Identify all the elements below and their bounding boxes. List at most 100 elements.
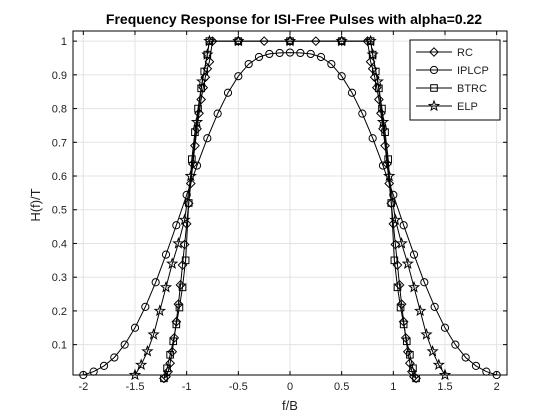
- data-point-btrc: [412, 374, 420, 383]
- data-point-elp: [141, 344, 154, 357]
- data-point-iplcp: [399, 221, 408, 230]
- legend-item-btrc: BTRC: [416, 83, 487, 95]
- legend-marker-elp: [427, 99, 441, 112]
- data-point-iplcp: [99, 361, 109, 370]
- x-tick-label: -1.5: [126, 381, 145, 393]
- y-tick-label: 0.5: [52, 205, 67, 217]
- data-point-rc: [407, 366, 417, 377]
- data-point-elp: [420, 328, 433, 340]
- data-point-btrc: [399, 320, 408, 329]
- data-point-elp: [426, 344, 439, 357]
- data-point-rc: [185, 178, 196, 189]
- data-point-elp: [172, 237, 185, 249]
- data-point-iplcp: [120, 340, 129, 349]
- data-point-iplcp: [141, 302, 150, 311]
- x-tick-label: 0: [287, 381, 293, 393]
- data-point-btrc: [172, 320, 181, 329]
- data-point-iplcp: [151, 278, 160, 287]
- data-point-iplcp: [79, 370, 88, 380]
- data-point-elp: [147, 328, 160, 340]
- data-point-elp: [196, 75, 209, 87]
- data-point-elp: [201, 48, 214, 60]
- data-point-rc: [384, 178, 395, 189]
- chart-title: Frequency Response for ISI-Free Pulses w…: [106, 11, 482, 27]
- data-point-btrc: [406, 350, 414, 359]
- data-point-rc: [310, 36, 321, 47]
- data-point-elp: [153, 304, 166, 317]
- data-point-iplcp: [409, 250, 419, 259]
- data-point-elp: [190, 115, 204, 128]
- data-point-btrc: [178, 283, 187, 292]
- data-point-elp: [371, 75, 384, 87]
- data-point-btrc: [402, 337, 411, 346]
- data-point-rc: [163, 366, 173, 377]
- data-point-elp: [184, 169, 197, 182]
- data-point-rc: [190, 140, 200, 151]
- data-point-elp: [438, 368, 452, 381]
- data-point-iplcp: [337, 72, 346, 81]
- data-point-rc: [396, 299, 407, 310]
- data-point-elp: [178, 213, 191, 226]
- legend-marker-iplcp: [429, 65, 439, 75]
- data-point-iplcp: [265, 49, 274, 59]
- y-tick-label: 0.7: [52, 137, 67, 149]
- y-tick-label: 0.2: [52, 306, 67, 318]
- legend-item-iplcp: IPLCP: [416, 65, 489, 77]
- x-tick-label: -1: [182, 381, 192, 393]
- data-point-elp: [414, 304, 427, 317]
- data-point-iplcp: [368, 134, 377, 143]
- data-point-elp: [389, 213, 402, 226]
- data-point-elp: [232, 34, 245, 47]
- data-point-iplcp: [420, 278, 429, 287]
- y-tick-label: 0.9: [52, 70, 67, 82]
- data-point-elp: [395, 237, 408, 249]
- data-point-rc: [380, 140, 390, 151]
- legend-item-elp: ELP: [416, 99, 478, 113]
- data-point-btrc: [169, 337, 178, 346]
- data-point-rc: [373, 94, 384, 105]
- legend-label-elp: ELP: [457, 101, 478, 113]
- data-point-iplcp: [378, 161, 388, 170]
- data-point-btrc: [160, 374, 168, 383]
- data-point-rc: [259, 36, 270, 47]
- y-tick-label: 0.6: [52, 171, 67, 183]
- data-point-iplcp: [471, 361, 481, 370]
- data-point-elp: [376, 115, 390, 128]
- data-point-iplcp: [482, 367, 491, 376]
- data-point-iplcp: [213, 109, 222, 118]
- data-point-rc: [192, 123, 202, 134]
- data-point-iplcp: [192, 161, 202, 170]
- x-tick-label: 1: [390, 381, 396, 393]
- legend-label-rc: RC: [457, 47, 473, 59]
- data-point-iplcp: [172, 221, 181, 230]
- data-point-rc: [378, 123, 388, 134]
- data-point-iplcp: [161, 250, 171, 259]
- data-point-iplcp: [254, 52, 264, 62]
- data-point-elp: [407, 280, 421, 293]
- series-elp: [128, 34, 452, 381]
- legend: RC IPLCP BTRC ELP: [409, 39, 501, 121]
- series-line-elp: [134, 40, 446, 376]
- data-point-btrc: [188, 155, 196, 163]
- data-point-elp: [128, 368, 142, 381]
- data-point-elp: [203, 34, 216, 47]
- data-point-elp: [159, 280, 173, 293]
- data-point-iplcp: [461, 353, 470, 362]
- data-point-btrc: [184, 199, 193, 207]
- data-point-rc: [173, 299, 184, 310]
- legend-marker-rc: [429, 47, 439, 57]
- data-point-elp: [401, 257, 414, 269]
- data-point-btrc: [191, 128, 199, 136]
- data-point-iplcp: [389, 190, 398, 200]
- data-point-rc: [402, 346, 413, 357]
- y-axis-label: H(f)/T: [28, 188, 43, 221]
- axis-ticks: -2 -1.5 -1 -0.5 0 0.5 1 1.5 2 0.1 0.2 0.3 0.4 0.5 0.6 0…: [52, 31, 507, 393]
- data-point-elp: [432, 358, 445, 371]
- data-point-iplcp: [234, 72, 243, 81]
- data-point-btrc: [396, 303, 405, 312]
- x-tick-label: -2: [78, 381, 88, 393]
- legend-item-rc: RC: [416, 47, 473, 59]
- data-point-iplcp: [306, 49, 315, 59]
- data-point-iplcp: [296, 48, 305, 58]
- x-tick-label: 2: [494, 381, 500, 393]
